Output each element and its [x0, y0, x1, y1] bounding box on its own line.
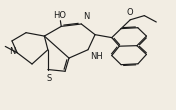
Text: N: N	[9, 47, 15, 56]
Text: HO: HO	[53, 11, 66, 20]
Text: O: O	[126, 7, 133, 16]
Text: N: N	[83, 12, 89, 21]
Text: S: S	[47, 74, 52, 83]
Text: NH: NH	[90, 52, 103, 61]
